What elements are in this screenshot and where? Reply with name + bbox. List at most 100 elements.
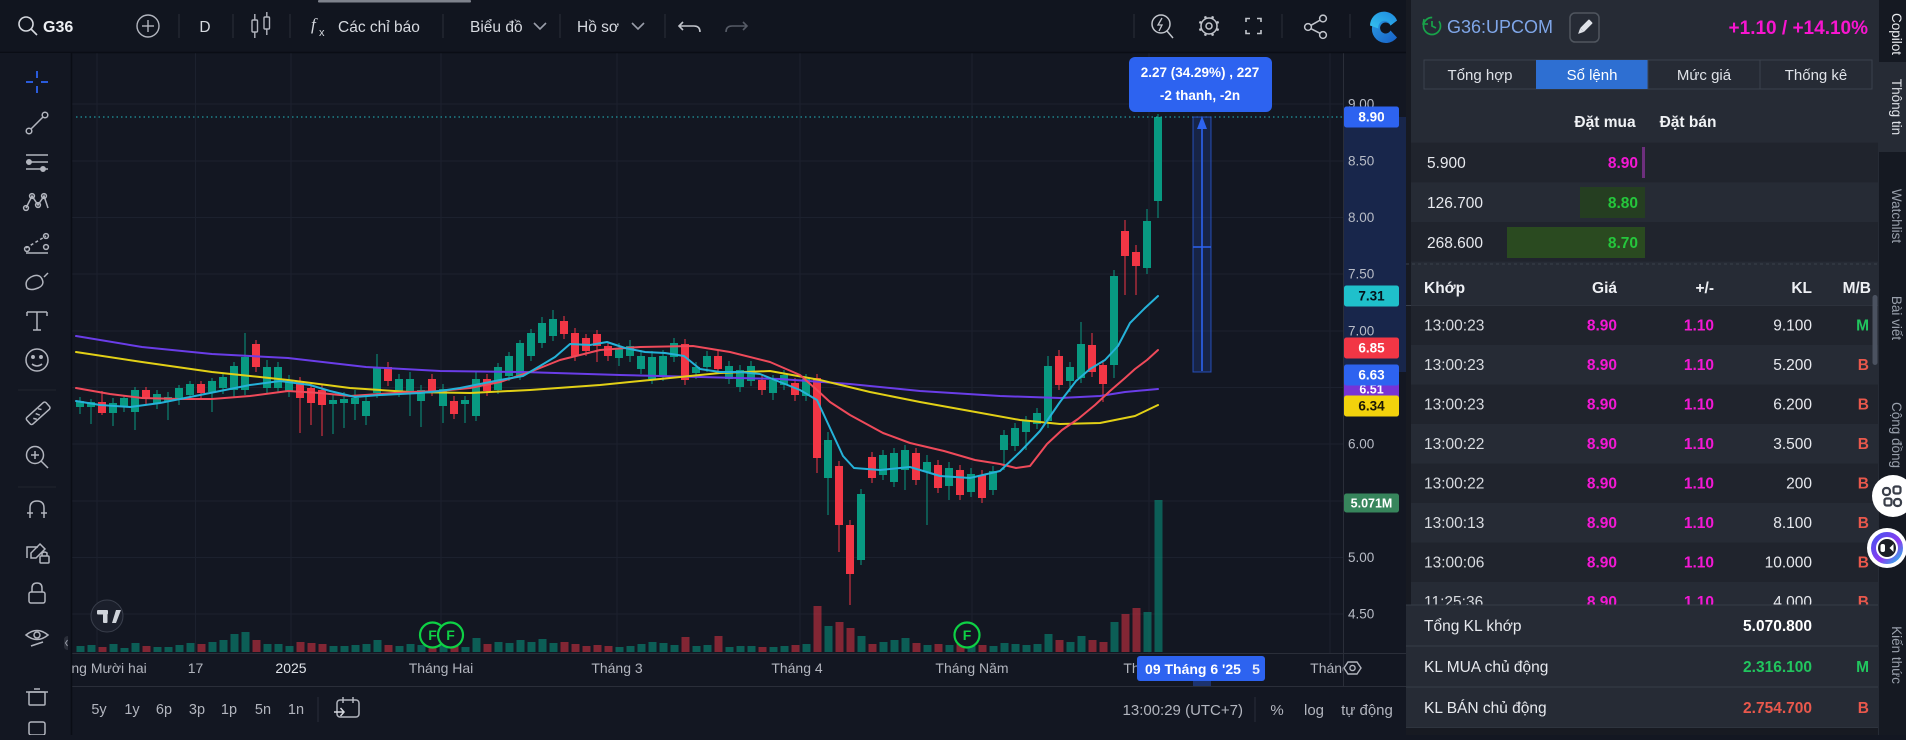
svg-text:5: 5 xyxy=(1252,661,1260,677)
svg-text:5y: 5y xyxy=(91,702,107,718)
svg-text:8.90: 8.90 xyxy=(1587,555,1617,572)
svg-text:G36: G36 xyxy=(43,19,73,36)
svg-text:2.27 (34.29%) , 227: 2.27 (34.29%) , 227 xyxy=(1141,65,1260,80)
svg-text:1.10: 1.10 xyxy=(1684,555,1714,572)
svg-text:6.85: 6.85 xyxy=(1358,341,1385,356)
svg-text:1p: 1p xyxy=(221,702,237,718)
svg-text:9.100: 9.100 xyxy=(1773,318,1812,335)
svg-text:5n: 5n xyxy=(255,702,271,718)
svg-text:8.50: 8.50 xyxy=(1348,154,1374,169)
svg-text:8.90: 8.90 xyxy=(1587,397,1617,414)
svg-text:2025: 2025 xyxy=(275,660,306,676)
svg-text:Kiến thức: Kiến thức xyxy=(1889,626,1904,684)
svg-text:5.200: 5.200 xyxy=(1773,357,1812,374)
svg-text:268.600: 268.600 xyxy=(1427,235,1483,252)
svg-text:8.90: 8.90 xyxy=(1587,436,1617,453)
svg-text:1n: 1n xyxy=(288,702,304,718)
svg-text:Các chỉ báo: Các chỉ báo xyxy=(338,19,420,36)
svg-text:KL BÁN chủ động: KL BÁN chủ động xyxy=(1424,700,1547,717)
svg-text:Watchlist: Watchlist xyxy=(1889,189,1904,244)
svg-text:7.31: 7.31 xyxy=(1358,289,1385,304)
svg-text:2.754.700: 2.754.700 xyxy=(1743,700,1812,717)
svg-text:1y: 1y xyxy=(124,702,140,718)
svg-text:8.90: 8.90 xyxy=(1587,515,1617,532)
svg-text:8.90: 8.90 xyxy=(1358,110,1384,125)
svg-text:13:00:23: 13:00:23 xyxy=(1424,357,1484,374)
svg-text:1.10: 1.10 xyxy=(1684,515,1714,532)
svg-text:09 Tháng 6 '25: 09 Tháng 6 '25 xyxy=(1145,661,1241,677)
svg-text:1.10: 1.10 xyxy=(1684,436,1714,453)
svg-text:B: B xyxy=(1858,594,1869,611)
svg-text:%: % xyxy=(1270,702,1283,719)
svg-text:3.500: 3.500 xyxy=(1773,436,1812,453)
svg-text:G36:UPCOM: G36:UPCOM xyxy=(1447,17,1553,37)
svg-text:Tháng Mười hai: Tháng Mười hai xyxy=(47,660,146,676)
svg-text:5.00: 5.00 xyxy=(1348,550,1374,565)
svg-text:+1.10 / +14.10%: +1.10 / +14.10% xyxy=(1729,18,1869,39)
svg-text:8.80: 8.80 xyxy=(1608,195,1638,212)
svg-text:8.70: 8.70 xyxy=(1608,235,1638,252)
svg-text:B: B xyxy=(1858,357,1869,374)
svg-text:Tháng Năm: Tháng Năm xyxy=(935,660,1008,676)
svg-text:Mức giá: Mức giá xyxy=(1677,67,1732,84)
svg-text:Bài viết: Bài viết xyxy=(1889,296,1904,341)
svg-text:8.100: 8.100 xyxy=(1773,515,1812,532)
svg-text:8.90: 8.90 xyxy=(1587,357,1617,374)
svg-text:8.90: 8.90 xyxy=(1587,476,1617,493)
svg-text:Tháng 4: Tháng 4 xyxy=(771,660,823,676)
svg-text:17: 17 xyxy=(188,660,204,676)
svg-text:D: D xyxy=(199,19,210,36)
svg-text:13:00:13: 13:00:13 xyxy=(1424,515,1484,532)
svg-text:1.10: 1.10 xyxy=(1684,397,1714,414)
svg-text:1.10: 1.10 xyxy=(1684,357,1714,374)
svg-text:13:00:22: 13:00:22 xyxy=(1424,436,1484,453)
svg-text:KL: KL xyxy=(1791,280,1812,297)
svg-text:KL MUA chủ động: KL MUA chủ động xyxy=(1424,659,1548,676)
svg-text:Tháng 3: Tháng 3 xyxy=(591,660,643,676)
svg-text:B: B xyxy=(1858,436,1869,453)
svg-text:log: log xyxy=(1304,702,1324,719)
svg-text:200: 200 xyxy=(1786,476,1812,493)
svg-text:Sổ lệnh: Sổ lệnh xyxy=(1567,67,1618,84)
svg-text:8.00: 8.00 xyxy=(1348,210,1374,225)
svg-text:6.63: 6.63 xyxy=(1358,368,1385,383)
svg-text:x: x xyxy=(319,27,325,39)
svg-text:7.50: 7.50 xyxy=(1348,267,1374,282)
svg-text:-2 thanh, -2n: -2 thanh, -2n xyxy=(1160,88,1240,103)
svg-text:Đặt bán: Đặt bán xyxy=(1660,114,1717,131)
svg-text:6.200: 6.200 xyxy=(1773,397,1812,414)
svg-text:tự động: tự động xyxy=(1341,702,1393,719)
svg-text:Thông tin: Thông tin xyxy=(1889,79,1904,135)
svg-text:5.070.800: 5.070.800 xyxy=(1743,618,1812,635)
svg-text:Khớp: Khớp xyxy=(1424,280,1465,297)
svg-text:+/-: +/- xyxy=(1695,280,1714,297)
svg-text:Đặt mua: Đặt mua xyxy=(1574,114,1636,131)
svg-text:13:00:23: 13:00:23 xyxy=(1424,318,1484,335)
svg-text:B: B xyxy=(1858,700,1869,717)
svg-text:13:00:29 (UTC+7): 13:00:29 (UTC+7) xyxy=(1123,702,1243,719)
svg-text:Cộng đồng: Cộng đồng xyxy=(1889,402,1904,468)
svg-text:Thống kê: Thống kê xyxy=(1785,67,1848,84)
svg-text:f: f xyxy=(311,15,318,34)
svg-text:10.000: 10.000 xyxy=(1765,555,1813,572)
svg-text:5.900: 5.900 xyxy=(1427,155,1466,172)
svg-text:8.90: 8.90 xyxy=(1608,155,1638,172)
svg-text:Giá: Giá xyxy=(1592,280,1617,297)
svg-text:M/B: M/B xyxy=(1843,280,1871,297)
svg-text:126.700: 126.700 xyxy=(1427,195,1483,212)
svg-text:M: M xyxy=(1856,318,1869,335)
svg-text:Hồ sơ: Hồ sơ xyxy=(577,19,619,36)
svg-text:M: M xyxy=(1856,659,1869,676)
svg-text:F: F xyxy=(446,627,455,643)
svg-text:3p: 3p xyxy=(189,702,205,718)
svg-text:B: B xyxy=(1858,555,1869,572)
svg-text:F: F xyxy=(963,627,972,643)
svg-text:6p: 6p xyxy=(156,702,172,718)
svg-text:Biểu đồ: Biểu đồ xyxy=(470,19,523,36)
svg-text:B: B xyxy=(1858,397,1869,414)
svg-text:7.00: 7.00 xyxy=(1348,324,1374,339)
svg-text:2.316.100: 2.316.100 xyxy=(1743,659,1812,676)
svg-text:B: B xyxy=(1858,476,1869,493)
svg-text:1.10: 1.10 xyxy=(1684,476,1714,493)
svg-text:Tổng hợp: Tổng hợp xyxy=(1448,67,1513,84)
